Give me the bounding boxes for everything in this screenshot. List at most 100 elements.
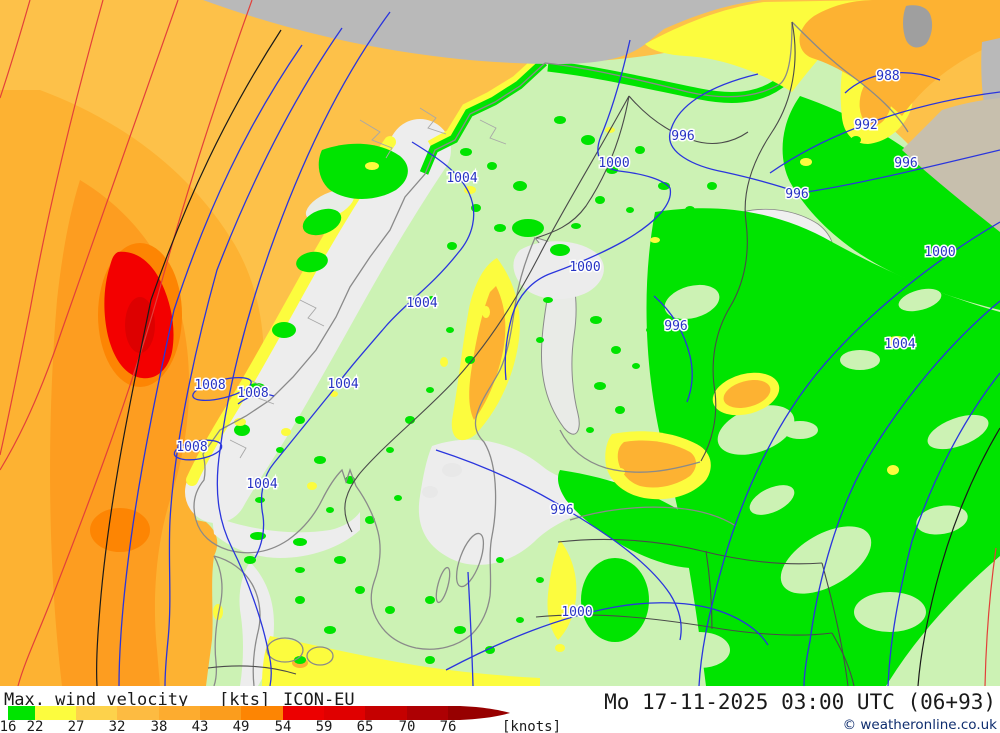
isobar-labels: 988 992 996 996 996 1000 1004 1000 1004 996 1000 10… xyxy=(175,68,957,622)
speckle xyxy=(355,586,365,594)
speckle xyxy=(447,242,457,250)
speckle xyxy=(365,162,379,170)
speckle xyxy=(664,284,720,320)
gust-area-east xyxy=(646,208,1000,686)
scale-tick-label: 76 xyxy=(440,719,457,733)
speckle xyxy=(516,617,524,623)
gust-yellow-southcoast xyxy=(262,636,540,686)
calm-sea-band xyxy=(185,119,451,523)
speckle xyxy=(513,181,527,191)
speckle xyxy=(295,596,305,604)
speckle xyxy=(294,656,306,664)
scale-segment xyxy=(159,706,200,720)
speckle xyxy=(386,447,394,453)
coastlines xyxy=(193,21,909,686)
speckle xyxy=(632,363,640,369)
speckle xyxy=(326,507,334,513)
speckle xyxy=(624,485,632,491)
isobar-label-1004: 1004 xyxy=(327,377,358,392)
speckle xyxy=(496,557,504,563)
skagerrak xyxy=(212,512,360,558)
scale-segment xyxy=(200,706,241,720)
isobars-blue xyxy=(118,11,1000,686)
speckle xyxy=(590,316,602,324)
speckle xyxy=(485,646,495,654)
speckle xyxy=(446,327,454,333)
speckle xyxy=(244,556,256,564)
speckle xyxy=(440,357,448,367)
isobar-label-996: 996 xyxy=(894,156,917,171)
scale-tick-label: 27 xyxy=(68,719,85,733)
scale-tick-label: 38 xyxy=(151,719,168,733)
scale-segment xyxy=(76,706,117,720)
speckle xyxy=(314,456,326,464)
speckle xyxy=(295,567,305,573)
isobar-label-996: 996 xyxy=(671,129,694,144)
isobar-label-1000: 1000 xyxy=(569,260,600,275)
fjord-detail xyxy=(229,107,507,459)
scale-segment xyxy=(8,706,35,720)
speckle xyxy=(482,306,490,318)
isobar-label-988: 988 xyxy=(876,69,899,84)
isobar-label-1004: 1004 xyxy=(246,477,277,492)
speckle xyxy=(295,416,305,424)
calm-holes xyxy=(664,284,989,668)
model-name: ICON-EU xyxy=(283,690,355,710)
gust-orange-karelia xyxy=(723,379,771,409)
speckle xyxy=(255,497,265,503)
country-borders xyxy=(207,21,855,686)
scale-segment xyxy=(241,706,283,720)
speckle xyxy=(554,116,566,124)
isobar-label-1004: 1004 xyxy=(446,171,477,186)
gust-area-lofoten xyxy=(318,143,408,199)
speckle xyxy=(385,606,395,614)
gust-speckles-yellow xyxy=(213,127,907,652)
scale-tick-label: 65 xyxy=(357,719,374,733)
scale-unit-label: [knots] xyxy=(502,719,561,733)
color-scale: 16 22 27 32 38 43 49 54 59 65 70 76 xyxy=(0,706,510,733)
valid-time: Mo 17-11-2025 03:00 UTC (06+93) xyxy=(604,690,996,714)
coast-yellow-fringe-n xyxy=(427,54,544,149)
contours-black xyxy=(96,29,1000,686)
no-data-tan xyxy=(902,98,1000,232)
baltic-sea xyxy=(418,439,694,565)
speckle xyxy=(324,626,336,634)
speckle xyxy=(782,421,818,439)
speckle xyxy=(615,406,625,414)
speckle xyxy=(854,592,926,632)
gale-patch xyxy=(90,508,150,552)
speckle xyxy=(749,485,795,515)
legend-bar: Max. wind velocity [kts] ICON-EU Mo 17-1… xyxy=(0,686,1000,733)
scale-tick-label: 16 xyxy=(0,719,16,733)
speckle xyxy=(330,391,338,397)
scale-segment xyxy=(324,706,365,720)
speckle xyxy=(425,656,435,664)
speckle xyxy=(685,206,695,214)
speckle xyxy=(717,405,795,455)
scale-segment xyxy=(117,706,159,720)
speckle xyxy=(898,288,942,312)
speckle xyxy=(581,135,595,145)
gust-orange-bothnia xyxy=(469,286,506,420)
speckle xyxy=(307,482,317,490)
lake xyxy=(422,486,438,498)
scale-segment xyxy=(35,706,76,720)
scale-tick-label: 59 xyxy=(316,719,333,733)
isobar-label-996: 996 xyxy=(664,319,687,334)
speckle xyxy=(615,468,625,476)
scale-tick-label: 22 xyxy=(27,719,44,733)
isobar-label-1004: 1004 xyxy=(406,296,437,311)
scale-segment xyxy=(365,706,407,720)
speckle xyxy=(302,208,342,236)
isobar-label-996: 996 xyxy=(785,187,808,202)
speckle xyxy=(213,604,223,620)
speckle xyxy=(851,136,861,144)
lake xyxy=(442,463,462,477)
speckle xyxy=(543,297,553,303)
speckle xyxy=(465,356,475,364)
scale-arrow xyxy=(448,706,510,720)
speckle xyxy=(707,182,717,190)
speckle xyxy=(626,207,634,213)
speckle xyxy=(611,346,621,354)
